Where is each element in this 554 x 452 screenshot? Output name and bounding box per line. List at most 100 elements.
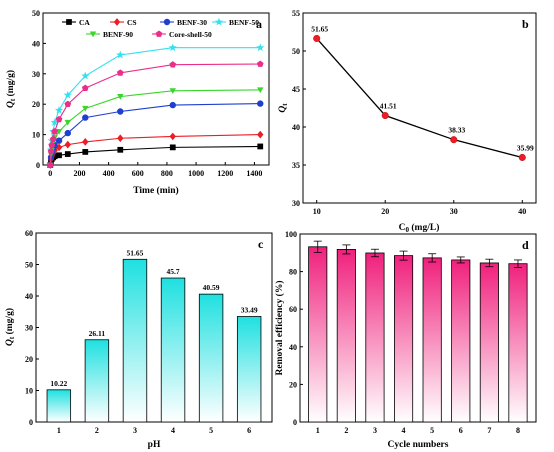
panel-b-letter: b [522, 17, 529, 31]
panel-a-point [55, 137, 63, 144]
panel-a-point [56, 152, 62, 159]
panel-a-ylabel: Qt (mg/g) [5, 70, 17, 108]
panel-c-bar [236, 316, 262, 423]
panel-a-series-line [49, 145, 261, 166]
panel-c-xtick-label: 2 [95, 426, 99, 435]
panel-a-point [256, 43, 265, 52]
panel-c-xtick-label: 4 [171, 426, 175, 435]
panel-a-point [63, 90, 72, 99]
panel-a-point [49, 135, 57, 143]
panel-a-point [82, 114, 89, 121]
panel-c-data-label: 26.11 [89, 329, 106, 338]
panel-a-point [55, 115, 63, 123]
panel-a-point [169, 101, 176, 109]
panel-a-frame [42, 12, 270, 166]
panel-a-legend-label: BENF-30 [177, 18, 207, 27]
panel-a-xtick-label: 1200 [217, 169, 233, 178]
panel-b-xtick-label: 40 [518, 207, 526, 216]
panel-a-xtick-label: 0 [48, 169, 52, 178]
panel-c-bar [160, 277, 186, 423]
panel-c-xtick-label: 6 [247, 426, 251, 435]
panel-a: a 0 10 20 30 40 50 0 200 400 600 800 1000 1200 1400 C… [5, 9, 270, 196]
panel-a-point [169, 144, 176, 151]
panel-a-point [169, 61, 177, 68]
panel-b-series-line [316, 38, 523, 159]
panel-a-series-line [49, 47, 261, 166]
panel-a-point [64, 140, 71, 149]
panel-a-xtick-label: 400 [103, 169, 115, 178]
panel-a-point [117, 146, 124, 153]
panel-c-data-label: 45.7 [166, 267, 179, 276]
panel-a-point [168, 43, 177, 52]
panel-c-xtick-label: 1 [57, 426, 61, 435]
panel-d-ytick-label: 40 [289, 343, 297, 352]
panel-a-point [169, 132, 176, 141]
panel-c-ytick-label: 40 [25, 292, 33, 301]
panel-a-series-line [49, 103, 261, 166]
panel-b-point [518, 153, 526, 161]
panel-d-bar [336, 249, 356, 423]
panel-a-xlabel: Time (min) [133, 185, 178, 196]
panel-c-ytick-label: 20 [25, 355, 33, 364]
panel-a-point [64, 151, 71, 157]
panel-a-point [257, 87, 264, 94]
panel-c-ytick-label: 30 [25, 324, 33, 333]
panel-a-point [82, 138, 89, 146]
panel-a-point [81, 84, 89, 91]
panel-a-ytick-label: 20 [32, 100, 40, 109]
panel-d-bar [393, 255, 414, 423]
panel-a-point [55, 143, 63, 152]
panel-c-ytick-label: 0 [29, 418, 33, 427]
panel-a-legend-marker [155, 30, 163, 37]
panel-a-point [46, 161, 54, 168]
panel-b-xtick-label: 20 [381, 207, 389, 216]
panel-b-ylabel: Qt [278, 103, 289, 113]
panel-a-point [117, 108, 124, 115]
panel-a-point [81, 71, 90, 80]
panel-a-legend-marker [163, 18, 171, 26]
panel-d-xtick-label: 5 [430, 426, 434, 435]
panel-b-point [450, 136, 458, 144]
panel-d-xtick-label: 2 [344, 426, 348, 435]
panel-a-point [54, 105, 64, 114]
panel-a-xtick-label: 1000 [188, 169, 204, 178]
panel-a-point [117, 134, 124, 143]
panel-a-point [64, 119, 71, 126]
panel-a-point [48, 141, 56, 149]
panel-d-bar [508, 263, 528, 423]
panel-a-series-line [49, 134, 261, 166]
panel-a-legend-marker [214, 17, 224, 26]
panel-a-point [51, 128, 59, 135]
panel-b-point [313, 34, 321, 42]
panel-a-legend-label: BENF-90 [103, 30, 133, 39]
panel-a-point [117, 94, 124, 100]
panel-a-ytick-label: 30 [32, 70, 40, 79]
panel-d-ylabel: Removal efficiency (%) [274, 281, 285, 376]
panel-a-point [257, 143, 264, 150]
panel-d-bar [422, 257, 442, 423]
panel-c-bar [198, 293, 224, 423]
panel-c-letter: c [258, 237, 264, 251]
panel-b-ytick-label: 45 [292, 85, 300, 94]
panel-c: c 0 10 20 30 40 50 60 1 2 3 4 5 6 10.22 26.11 51.65 45.… [4, 229, 273, 450]
panel-d-ytick-label: 60 [289, 305, 297, 314]
panel-c-bar [84, 339, 110, 423]
panel-a-legend-label: BENF-50 [229, 18, 259, 27]
panel-a-xtick-label: 200 [73, 169, 85, 178]
panel-a-point [50, 118, 59, 126]
panel-a-legend-label: Core-shell-50 [169, 30, 212, 39]
panel-c-bar [46, 389, 72, 423]
panel-a-point [82, 149, 89, 155]
panel-c-xtick-label: 3 [133, 426, 137, 435]
panel-b-data-label: 51.65 [311, 24, 328, 33]
panel-d-bar [365, 252, 385, 423]
panel-a-point [47, 147, 55, 155]
panel-c-bar [122, 258, 148, 423]
panel-d-ytick-label: 20 [289, 380, 297, 389]
panel-d-frame [299, 233, 537, 423]
panel-a-ytick-label: 0 [36, 161, 40, 170]
panel-b-ytick-label: 50 [292, 47, 300, 56]
panel-b-ytick-label: 55 [292, 9, 300, 18]
panel-a-point [257, 130, 264, 139]
